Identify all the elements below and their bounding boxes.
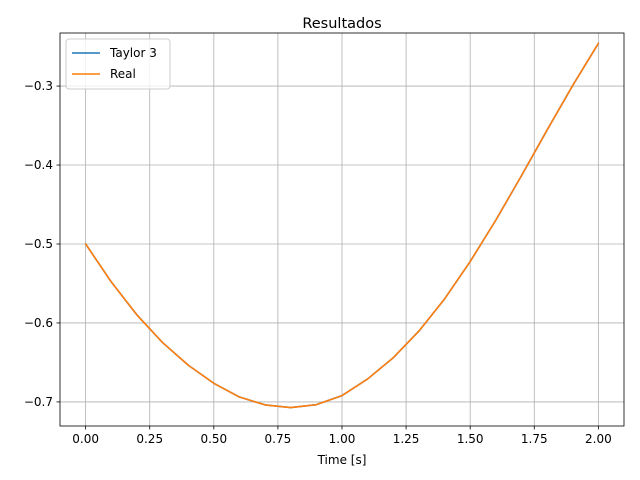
- legend-box: [65, 38, 171, 90]
- x-axis: 0.00 0.25 0.50 0.75 1.00 1.25 1.50 1.75 2.00: [72, 426, 612, 446]
- x-tick-label: 0.00: [72, 432, 99, 446]
- series-line-real: [84, 42, 600, 409]
- x-tick-label: 0.50: [200, 432, 227, 446]
- series-layer: [84, 42, 600, 409]
- y-tick-label: −0.7: [24, 395, 53, 409]
- x-tick-label: 0.25: [136, 432, 163, 446]
- y-tick-label: −0.6: [24, 316, 53, 330]
- grid: [60, 33, 624, 426]
- x-axis-label: Time [s]: [317, 453, 367, 467]
- y-tick-label: −0.5: [24, 237, 53, 251]
- y-tick-label: −0.4: [24, 158, 53, 172]
- legend: Taylor 3 Real: [65, 38, 171, 90]
- legend-label: Taylor 3: [109, 46, 157, 60]
- legend-label: Real: [110, 67, 136, 81]
- x-tick-label: 2.00: [585, 432, 612, 446]
- x-tick-label: 1.00: [329, 432, 356, 446]
- y-axis: −0.7 −0.6 −0.5 −0.4 −0.3: [24, 79, 60, 409]
- x-tick-label: 1.25: [393, 432, 420, 446]
- chart-title: Resultados: [302, 16, 381, 32]
- x-tick-label: 0.75: [265, 432, 292, 446]
- x-tick-label: 1.50: [457, 432, 484, 446]
- x-tick-label: 1.75: [521, 432, 548, 446]
- y-tick-label: −0.3: [24, 79, 53, 93]
